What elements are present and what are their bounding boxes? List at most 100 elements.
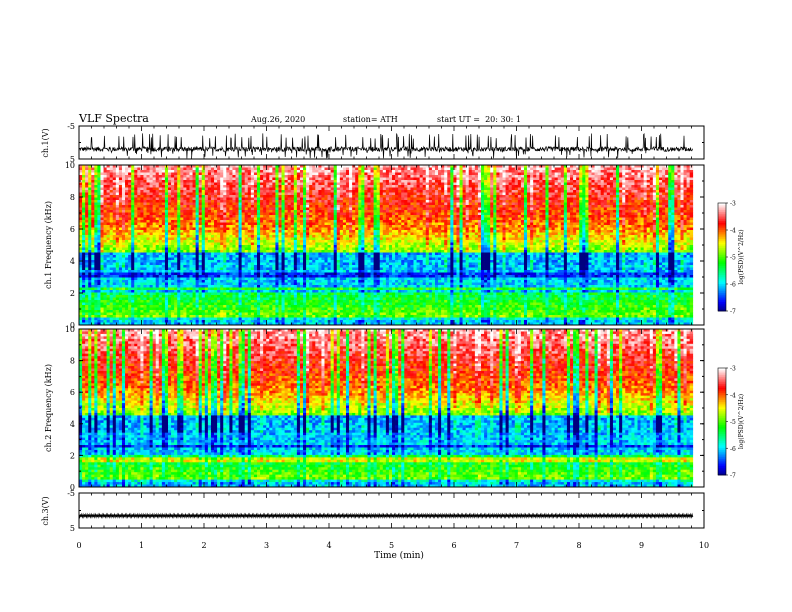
spectrogram-cell <box>570 220 574 223</box>
spectrogram-cell <box>407 187 411 191</box>
spectrogram-cell <box>367 202 371 206</box>
spectrogram-cell <box>444 177 448 181</box>
spectrogram-cell <box>134 222 138 226</box>
spectrogram-cell <box>434 215 439 218</box>
spectrogram-cell <box>388 202 393 206</box>
spectrogram-cell <box>450 202 454 206</box>
spectrogram-cell <box>235 192 239 196</box>
spectrogram-cell <box>631 217 635 221</box>
spectrogram-cell <box>339 202 344 206</box>
spectrogram-cell <box>668 222 672 226</box>
spectrogram-cell <box>299 222 304 226</box>
spectrogram-cell <box>330 197 335 201</box>
spectrogram-cell <box>542 177 546 181</box>
spectrogram-cell <box>523 192 528 196</box>
spectrogram-cell <box>290 225 295 228</box>
spectrogram-cell <box>612 187 617 191</box>
spectrogram-cell <box>333 185 338 188</box>
spectrogram-cell <box>419 187 424 191</box>
spectrogram-cell <box>382 212 387 216</box>
spectrogram-cell <box>517 202 522 206</box>
spectrogram-cell <box>545 185 549 188</box>
spectrogram-cell <box>315 200 319 203</box>
spectrogram-cell <box>597 175 602 178</box>
spectrogram-cell <box>545 167 549 171</box>
spectrogram-cell <box>527 182 531 186</box>
spectrogram-cell <box>238 187 242 191</box>
spectrogram-cell <box>349 200 353 203</box>
spectrogram-cell <box>573 220 577 223</box>
spectrogram-cell <box>557 170 562 173</box>
spectrogram-cell <box>91 212 95 216</box>
spectrogram-cell <box>502 202 506 206</box>
spectrogram-cell <box>591 200 595 203</box>
spectrogram-cell <box>198 165 203 168</box>
spectrogram-cell <box>689 212 694 216</box>
spectrogram-cell <box>100 172 104 176</box>
spectrogram-cell <box>462 207 467 211</box>
spectrogram-cell <box>183 212 187 216</box>
spectrogram-cell <box>342 215 347 218</box>
spectrogram-cell <box>523 215 528 218</box>
spectrogram-cell <box>94 202 98 206</box>
spectrogram-cell <box>539 212 543 216</box>
spectrogram-cell <box>186 167 190 171</box>
spectrogram-cell <box>444 182 448 186</box>
spectrogram-cell <box>652 200 657 203</box>
spectrogram-cell <box>192 195 196 198</box>
spectrogram-cell <box>250 222 255 226</box>
spectrogram-cell <box>471 200 476 203</box>
spectrogram-cell <box>453 177 457 181</box>
spectrogram-cell <box>364 222 368 226</box>
spectrogram-cell <box>422 172 427 176</box>
spectrogram-cell <box>106 215 111 218</box>
spectrogram-cell <box>284 202 289 206</box>
spectrogram-cell <box>444 192 448 196</box>
spectrogram-cell <box>459 195 463 198</box>
spectrogram-cell <box>573 197 577 201</box>
spectrogram-cell <box>284 180 289 183</box>
spectrogram-cell <box>171 197 175 201</box>
spectrogram-cell <box>576 215 580 218</box>
spectrogram-cell <box>345 200 350 203</box>
spectrogram-cell <box>192 185 196 188</box>
spectrogram-cell <box>229 195 233 198</box>
spectrogram-cell <box>379 197 384 201</box>
spectrogram-cell <box>388 215 393 218</box>
spectrogram-cell <box>296 195 301 198</box>
spectrogram-cell <box>680 177 684 181</box>
spectrogram-cell <box>450 220 454 223</box>
spectrogram-cell <box>115 212 120 216</box>
spectrogram-cell <box>502 187 506 191</box>
spectrogram-cell <box>662 222 666 226</box>
spectrogram-cell <box>379 192 384 196</box>
spectrogram-cell <box>143 197 147 201</box>
spectrogram-cell <box>665 212 669 216</box>
spectrogram-cell <box>214 210 218 213</box>
spectrogram-cell <box>477 197 482 201</box>
spectrogram-cell <box>177 170 181 173</box>
spectrogram-cell <box>622 215 626 218</box>
spectrogram-cell <box>155 195 160 198</box>
spectrogram-cell <box>82 165 86 168</box>
spectrogram-cell <box>330 187 335 191</box>
spectrogram-cell <box>370 180 374 183</box>
spectrogram-cell <box>658 200 663 203</box>
spectrogram-cell <box>671 212 675 216</box>
spectrogram-cell <box>533 222 537 226</box>
spectrogram-cell <box>183 195 187 198</box>
spectrogram-cell <box>336 210 341 213</box>
spectrogram-cell <box>164 210 169 213</box>
spectrogram-cell <box>174 185 178 188</box>
spectrogram-cell <box>91 215 95 218</box>
spectrogram-cell <box>88 190 92 193</box>
spectrogram-cell <box>128 217 132 221</box>
spectrogram-cell <box>333 192 338 196</box>
spectrogram-cell <box>229 210 233 213</box>
spectrogram-cell <box>631 177 635 181</box>
spectrogram-cell <box>560 172 565 176</box>
spectrogram-cell <box>174 175 178 178</box>
spectrogram-cell <box>223 172 227 176</box>
spectrogram-cell <box>441 175 445 178</box>
spectrogram-cell <box>481 170 485 173</box>
